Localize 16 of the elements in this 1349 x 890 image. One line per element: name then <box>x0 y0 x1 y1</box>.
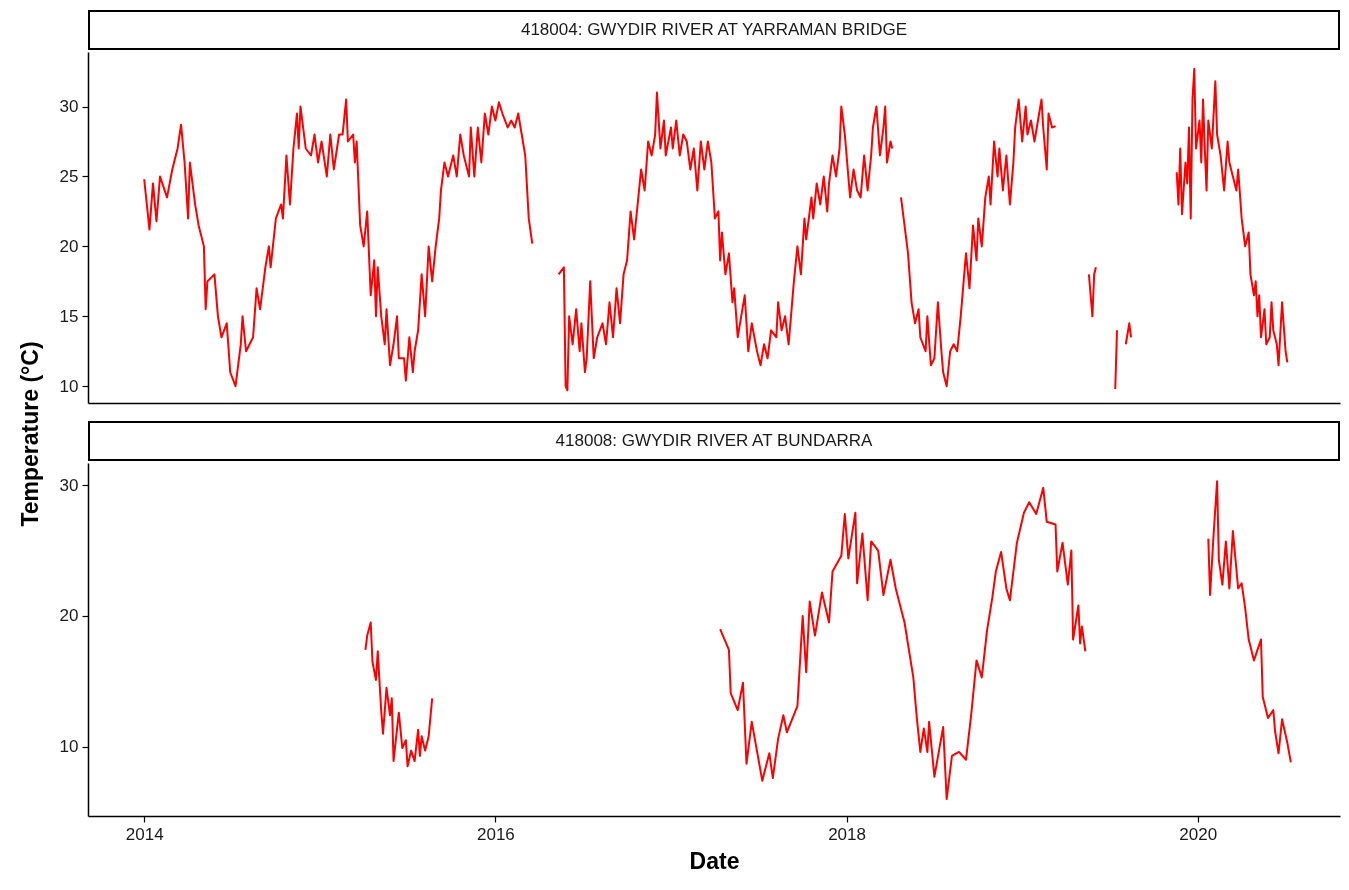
x-tick-label: 2016 <box>476 824 515 844</box>
y-axis-title: Temperature (°C) <box>16 341 44 527</box>
x-tick-label: 2018 <box>828 824 866 844</box>
chart-title: 418008: GWYDIR RIVER AT BUNDARRA <box>88 421 1340 461</box>
x-tick-label: 2020 <box>1179 824 1218 844</box>
y-tick-label: 30 <box>59 97 79 117</box>
y-tick-label: 10 <box>59 376 79 396</box>
y-tick-label: 20 <box>59 606 79 626</box>
y-tick-label: 30 <box>59 475 79 495</box>
y-tick-label: 20 <box>59 236 79 256</box>
x-tick-label: 2014 <box>125 824 164 844</box>
chart-title: 418004: GWYDIR RIVER AT YARRAMAN BRIDGE <box>88 10 1340 50</box>
y-tick-label: 10 <box>59 737 79 757</box>
y-tick-label: 25 <box>59 166 79 186</box>
y-tick-label: 15 <box>59 306 79 326</box>
x-axis-title: Date <box>689 847 740 874</box>
